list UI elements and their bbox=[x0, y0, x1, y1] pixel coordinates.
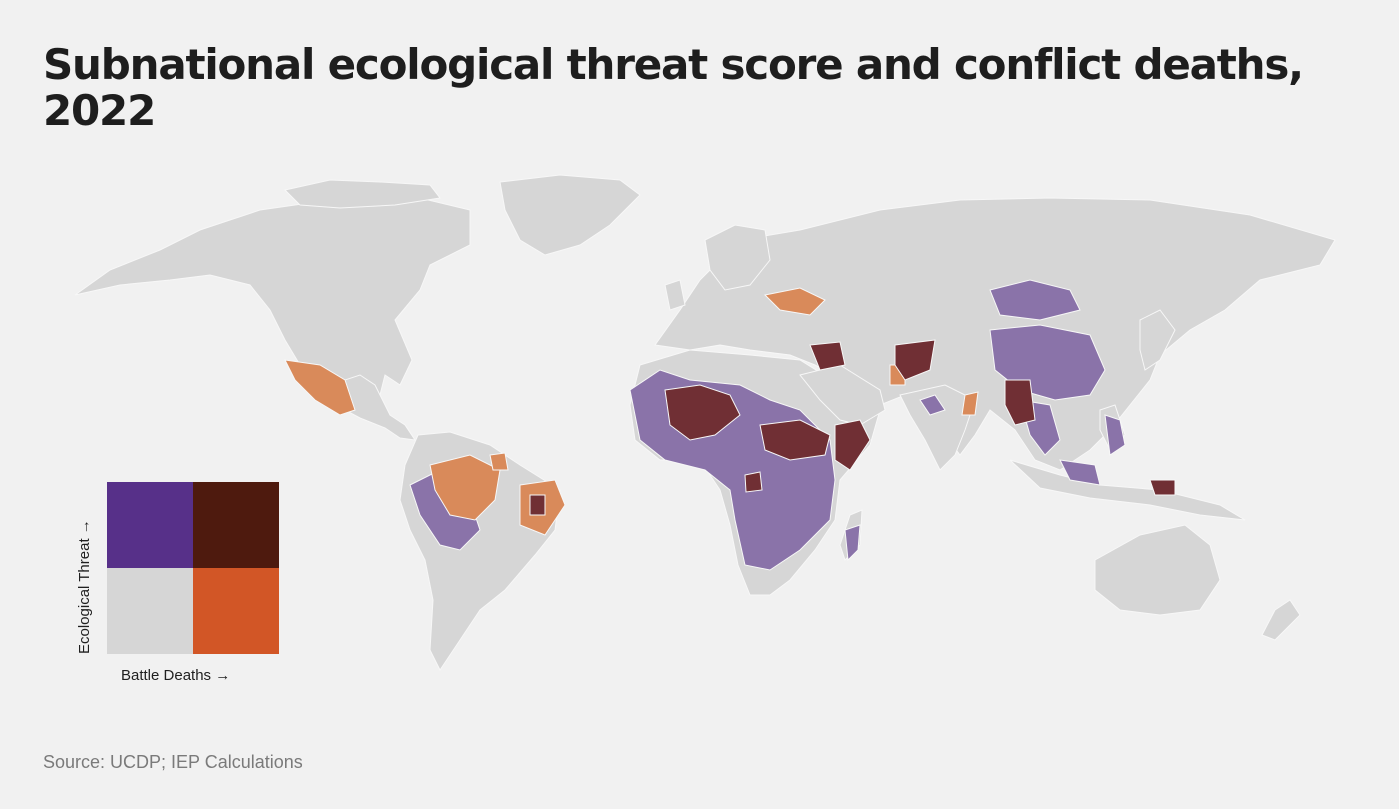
legend-y-axis-label: Ecological Threat → bbox=[76, 519, 93, 654]
indonesia bbox=[1009, 459, 1246, 521]
legend-cell-high-threat-high-deaths bbox=[193, 482, 279, 568]
chart-title: Subnational ecological threat score and … bbox=[43, 40, 1304, 135]
north-america bbox=[74, 197, 471, 396]
legend-cell-low-threat-high-deaths bbox=[193, 568, 279, 654]
australia bbox=[1094, 524, 1221, 616]
arctic-islands bbox=[284, 179, 441, 209]
central-america bbox=[329, 374, 417, 441]
arabia bbox=[799, 364, 886, 426]
scandinavia bbox=[704, 224, 771, 291]
both-threat-and-deaths-regions bbox=[529, 339, 1176, 516]
greenland bbox=[499, 174, 641, 256]
japan bbox=[1139, 309, 1176, 371]
india bbox=[899, 384, 976, 471]
legend-cell-high-threat-low-deaths bbox=[107, 482, 193, 568]
british-isles bbox=[664, 279, 686, 311]
source-note: Source: UCDP; IEP Calculations bbox=[43, 752, 303, 772]
legend-cell-low-threat-low-deaths bbox=[107, 568, 193, 654]
new-zealand bbox=[1261, 599, 1301, 641]
legend-x-axis-label: Battle Deaths → bbox=[121, 667, 231, 684]
world-map bbox=[74, 174, 1336, 671]
battle-deaths-regions bbox=[284, 287, 979, 536]
